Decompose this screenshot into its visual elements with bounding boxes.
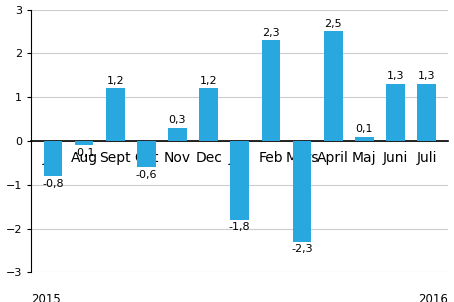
Bar (168, 128, 187, 141)
Bar (417, 84, 436, 141)
Text: -2,3: -2,3 (291, 244, 313, 254)
Text: 2016: 2016 (419, 294, 449, 302)
Bar (106, 88, 124, 141)
Text: 2,5: 2,5 (325, 19, 342, 29)
Text: 1,2: 1,2 (200, 76, 217, 86)
Bar (386, 84, 405, 141)
Bar (262, 40, 280, 141)
Bar (324, 31, 343, 141)
Bar (231, 141, 249, 220)
Bar (137, 141, 156, 167)
Text: -0,8: -0,8 (42, 178, 64, 189)
Bar (44, 141, 62, 176)
Text: -0,6: -0,6 (136, 170, 157, 180)
Text: 0,1: 0,1 (355, 124, 373, 134)
Text: 1,3: 1,3 (387, 71, 404, 81)
Text: 2,3: 2,3 (262, 27, 280, 37)
Text: -1,8: -1,8 (229, 222, 251, 233)
Text: 2015: 2015 (31, 294, 61, 302)
Text: 1,2: 1,2 (106, 76, 124, 86)
Text: -0,1: -0,1 (73, 148, 95, 158)
Text: 0,3: 0,3 (169, 115, 186, 125)
Bar (293, 141, 311, 242)
Bar (355, 137, 374, 141)
Bar (199, 88, 218, 141)
Text: 1,3: 1,3 (418, 71, 435, 81)
Bar (75, 141, 94, 145)
